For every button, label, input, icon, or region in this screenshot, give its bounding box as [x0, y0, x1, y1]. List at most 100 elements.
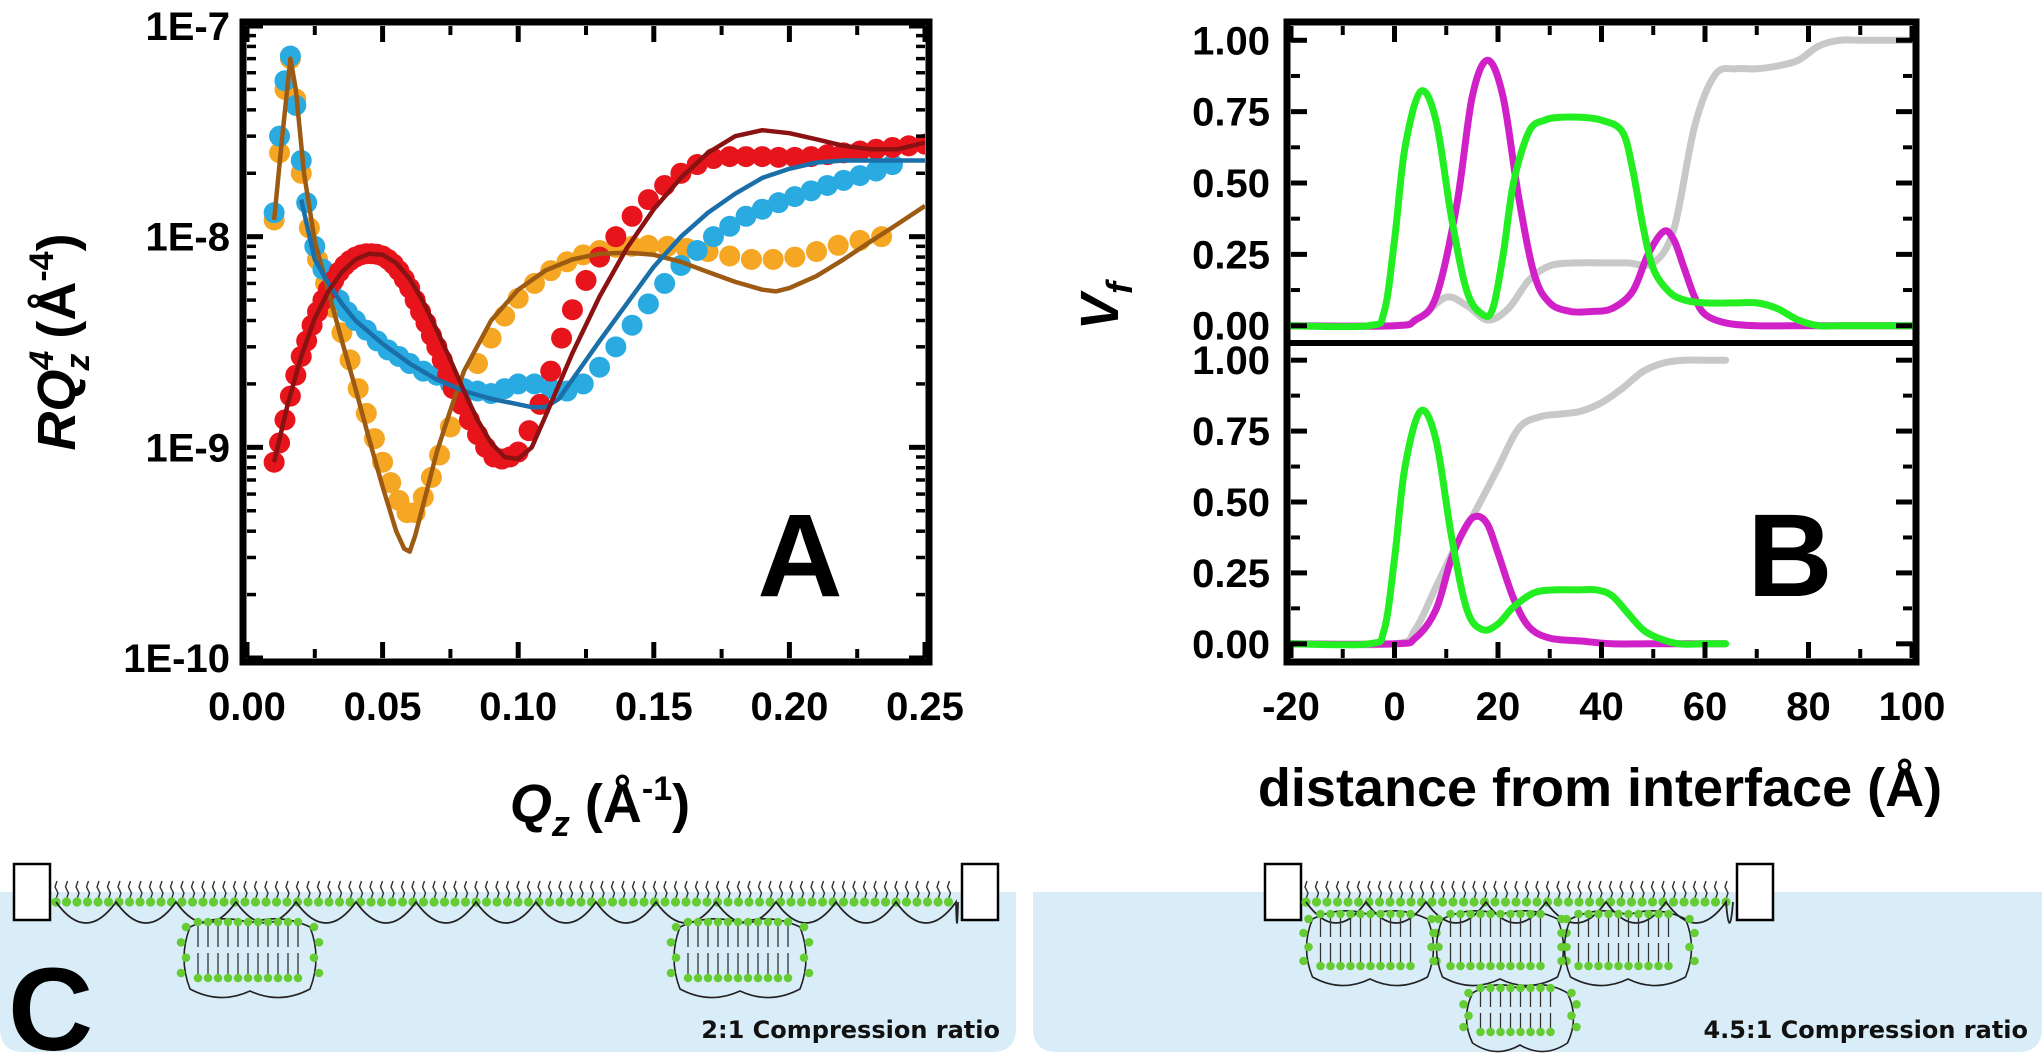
- bilayer-headgroup: [1496, 961, 1505, 971]
- panel-a-fit-line: [299, 158, 925, 410]
- lipid-headgroup: [639, 897, 649, 907]
- panel-b-x-tick-label: -20: [1262, 685, 1320, 729]
- lipid-headgroup: [1595, 897, 1605, 907]
- bilayer-headgroup: [203, 917, 213, 927]
- bilayer-headgroup: [1562, 942, 1571, 952]
- panel-a-data-point: [719, 245, 741, 267]
- lipid-headgroup: [933, 897, 943, 907]
- bilayer-headgroup: [1574, 909, 1583, 919]
- lipid-tails: [54, 880, 952, 900]
- bilayer-headgroup: [1685, 914, 1694, 924]
- bilayer-headgroup: [1396, 909, 1405, 919]
- bilayer-headgroup: [1326, 961, 1335, 971]
- bilayer-headgroup: [1526, 909, 1535, 919]
- bilayer-headgroup: [713, 917, 723, 927]
- bilayer-headgroup: [223, 973, 233, 983]
- bilayer-headgroup: [1346, 961, 1355, 971]
- panel-a-data-point: [380, 472, 402, 494]
- bilayer-headgroup: [1604, 909, 1613, 919]
- bilayer-headgroup: [1366, 909, 1375, 919]
- lipid-headgroup: [723, 897, 733, 907]
- panel-c-letter: C: [8, 944, 93, 1059]
- lipid-headgroup: [838, 897, 849, 907]
- bilayer-headgroup: [1536, 983, 1545, 993]
- lipid-headgroup: [1532, 897, 1542, 907]
- panel-a-data-point: [806, 241, 828, 263]
- bilayer-headgroup: [283, 917, 293, 927]
- lipid-headgroup: [607, 897, 618, 907]
- bilayer-headgroup: [1316, 909, 1325, 919]
- lipid-headgroup: [366, 897, 376, 907]
- bilayer-headgroup: [1664, 909, 1673, 919]
- bilayer-headgroup: [683, 973, 693, 983]
- lipid-headgroup: [660, 897, 670, 907]
- panel-b-y-tick-label: 1.00: [1192, 19, 1270, 63]
- lipid-headgroup: [523, 897, 534, 907]
- panel-b-y-tick-label: 0.25: [1192, 233, 1270, 277]
- lipid-headgroup: [397, 897, 408, 907]
- lipid-headgroup: [807, 897, 817, 907]
- panel-a-data-point: [768, 192, 790, 214]
- bilayer-headgroup: [1456, 961, 1465, 971]
- lipid-headgroup: [901, 897, 912, 907]
- bilayer-headgroup: [1299, 956, 1308, 966]
- lipid-headgroup: [1563, 897, 1574, 907]
- bilayer-headgroup: [1506, 983, 1515, 993]
- bilayer-headgroup: [1516, 909, 1525, 919]
- panel-b-x-tick-label: 100: [1879, 685, 1946, 729]
- panel-c-monolayer-drawing: [12, 862, 1775, 1053]
- left-water-subphase: [0, 892, 1016, 1052]
- panel-b-y-tick-label: 0.00: [1192, 623, 1270, 667]
- panel-b-profile-line: [1287, 406, 1730, 649]
- panel-b-ticks: -20 0 20 40 60 80 1000.000.250.500.751.000.000…: [1192, 19, 1945, 729]
- bilayer-headgroup: [666, 968, 676, 978]
- bilayer-headgroup: [1624, 961, 1633, 971]
- bilayer-headgroup: [1574, 961, 1583, 971]
- lipid-headgroup: [387, 897, 397, 907]
- lipid-headgroup: [670, 897, 681, 907]
- bilayer-headgroup: [233, 973, 243, 983]
- bilayer-headgroup: [743, 917, 753, 927]
- panel-a-data-point: [637, 189, 659, 211]
- panel-b-y-tick-label: 0.50: [1192, 162, 1270, 206]
- panel-a-data-point: [800, 180, 822, 202]
- bilayer-headgroup: [263, 917, 273, 927]
- panel-a-data-point: [572, 373, 594, 395]
- lipid-headgroup: [481, 897, 492, 907]
- bilayer-headgroup: [703, 973, 713, 983]
- bilayer-headgroup: [1644, 961, 1653, 971]
- bilayer-headgroup: [773, 973, 783, 983]
- bilayer-headgroup: [1614, 961, 1623, 971]
- bilayer-headgroup: [1456, 909, 1465, 919]
- panel-a-data-point: [751, 146, 773, 168]
- bilayer-headgroup: [1486, 909, 1495, 919]
- lipid-headgroup: [1700, 897, 1710, 907]
- bilayer-headgroup: [723, 973, 733, 983]
- bilayer-headgroup: [1434, 914, 1443, 924]
- panel-b-x-tick-label: 40: [1579, 685, 1624, 729]
- panel-b-x-axis-title: distance from interface (Å): [1258, 758, 1942, 818]
- lipid-headgroup: [765, 897, 775, 907]
- panel-b-x-tick-label: 0: [1383, 685, 1405, 729]
- bilayer-headgroup: [1614, 909, 1623, 919]
- bilayer-headgroup: [1546, 983, 1555, 993]
- lipid-headgroup: [1500, 897, 1511, 907]
- bilayer-headgroup: [1486, 1027, 1495, 1037]
- lipid-headgroup: [817, 897, 828, 907]
- panel-b-x-tick-label: 20: [1476, 685, 1521, 729]
- bilayer-headgroup: [1476, 909, 1485, 919]
- bilayer-headgroup: [176, 968, 186, 978]
- panel-b-y-tick-label: 0.75: [1192, 410, 1270, 454]
- lipid-headgroup: [1427, 897, 1437, 907]
- bilayer-headgroup: [1567, 988, 1576, 998]
- bilayer-headgroup: [1506, 909, 1515, 919]
- bilayer-headgroup: [1476, 983, 1485, 993]
- bilayer-headgroup: [713, 973, 723, 983]
- panel-a-data-point: [523, 272, 545, 294]
- bilayer-headgroup: [1496, 983, 1505, 993]
- panel-a-data-point: [762, 248, 784, 270]
- bilayer-headgroup: [1466, 961, 1475, 971]
- bilayer-headgroup: [181, 922, 191, 932]
- lipid-headgroup: [282, 897, 292, 907]
- bilayer-headgroup: [1506, 961, 1515, 971]
